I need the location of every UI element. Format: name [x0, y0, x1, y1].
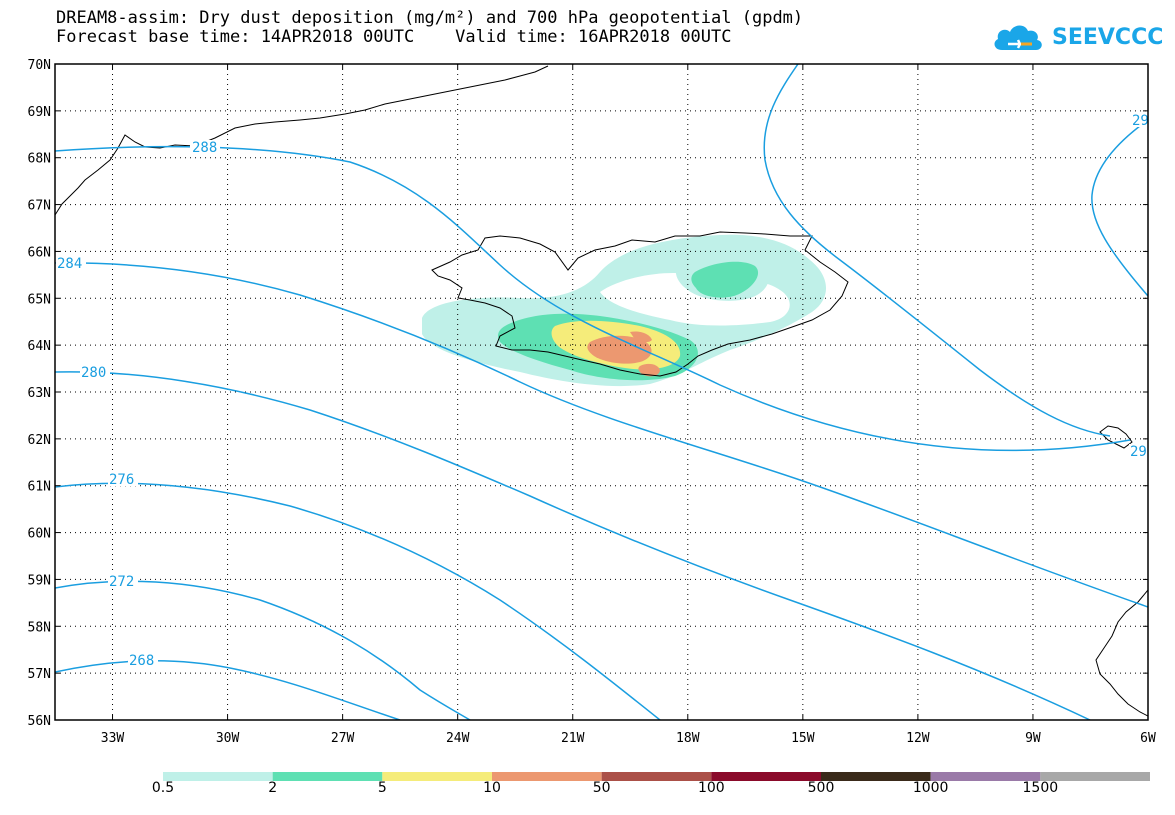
geopotential-contours [55, 64, 1148, 720]
colorbar-swatch [163, 772, 273, 781]
graticule [55, 64, 1148, 720]
colorbar-label: 5 [377, 780, 387, 796]
latitude-label: 66N [28, 245, 51, 260]
chart-subtitle: Forecast base time: 14APR2018 00UTC Vali… [56, 27, 732, 47]
longitude-labels: 33W 30W 27W 24W 21W 18W 15W 12W 9W 6W [101, 731, 1156, 746]
colorbar-swatch [711, 772, 821, 781]
latitude-label: 62N [28, 433, 51, 448]
contour-east-ridge [763, 64, 1111, 437]
latitude-label: 57N [28, 667, 51, 682]
scotland-coast [1095, 589, 1148, 717]
longitude-label: 6W [1140, 731, 1156, 746]
latitude-label: 67N [28, 199, 51, 214]
cloud-logo-icon [994, 25, 1042, 50]
contour-284 [55, 262, 1148, 608]
greenland-coast [55, 65, 549, 216]
colorbar-label: 0.5 [151, 780, 175, 796]
contour-276 [55, 482, 661, 720]
seevccc-logo: SEEVCCC [990, 20, 1163, 54]
faroe-islands [1099, 425, 1133, 449]
latitude-labels: 70N 69N 68N 67N 66N 65N 64N 63N 62N 61N 60N 59N 58N 5… [28, 58, 51, 729]
contour-label: 29 [1130, 444, 1147, 460]
contour-288 [55, 145, 1131, 452]
longitude-label: 30W [216, 731, 240, 746]
colorbar-swatch [821, 772, 931, 781]
latitude-label: 68N [28, 152, 51, 167]
latitude-label: 70N [28, 58, 51, 73]
colorbar-swatch [930, 772, 1041, 781]
contour-label: 272 [109, 574, 134, 590]
longitude-label: 24W [446, 731, 470, 746]
contour-label: 29 [1132, 113, 1149, 129]
latitude-label: 65N [28, 292, 51, 307]
latitude-label: 63N [28, 386, 51, 401]
longitude-label: 9W [1025, 731, 1041, 746]
colorbar-label: 50 [592, 780, 611, 796]
contour-label: 268 [129, 653, 154, 669]
latitude-label: 59N [28, 573, 51, 588]
longitude-label: 27W [331, 731, 355, 746]
contour-labels: 288 284 280 276 272 268 29 29 [56, 113, 1149, 669]
colorbar-label: 10 [483, 780, 501, 796]
contour-280 [55, 371, 1091, 720]
contour-label: 284 [57, 256, 82, 272]
latitude-label: 56N [28, 714, 51, 729]
latitude-label: 61N [28, 480, 51, 495]
colorbar-label: 500 [807, 780, 835, 796]
contour-east-upper [1091, 119, 1148, 297]
colorbar-swatch [382, 772, 492, 781]
colorbar-label: 1000 [912, 780, 949, 796]
dust-shade-2 [691, 261, 759, 298]
logo-text: SEEVCCC [1052, 24, 1164, 50]
contour-label: 276 [109, 472, 134, 488]
longitude-label: 33W [101, 731, 125, 746]
longitude-label: 21W [561, 731, 585, 746]
longitude-label: 12W [906, 731, 930, 746]
contour-268 [55, 660, 401, 720]
latitude-label: 60N [28, 527, 51, 542]
latitude-label: 58N [28, 620, 51, 635]
latitude-label: 69N [28, 105, 51, 120]
iceland-coast [431, 231, 849, 377]
colorbar-label: 2 [268, 780, 278, 796]
contour-label: 288 [192, 140, 217, 156]
colorbar-swatch [1040, 772, 1150, 781]
colorbar-swatch [601, 772, 712, 781]
coastlines [55, 65, 1148, 717]
longitude-label: 15W [791, 731, 815, 746]
contour-272 [55, 580, 471, 720]
chart-title: DREAM8-assim: Dry dust deposition (mg/m²… [56, 8, 804, 28]
colorbar-swatch [272, 772, 383, 781]
dust-shade-10 [587, 335, 652, 364]
longitude-label: 18W [676, 731, 700, 746]
colorbar-swatch [492, 772, 602, 781]
colorbar-label: 100 [697, 780, 725, 796]
latitude-label: 64N [28, 339, 51, 354]
colorbar [163, 772, 1150, 781]
colorbar-label: 1500 [1022, 780, 1059, 796]
contour-label: 280 [81, 365, 106, 381]
dust-deposition-field [422, 234, 827, 387]
axis-ticks [55, 63, 1149, 721]
map-frame [54, 63, 1149, 721]
